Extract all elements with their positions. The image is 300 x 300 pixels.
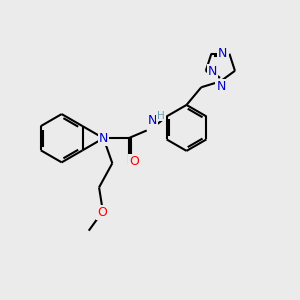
Text: N: N: [148, 114, 157, 127]
Text: N: N: [208, 65, 217, 78]
Text: N: N: [218, 46, 228, 60]
Text: O: O: [130, 155, 139, 168]
Text: N: N: [99, 132, 108, 145]
Text: H: H: [157, 110, 165, 121]
Text: N: N: [216, 80, 226, 94]
Text: O: O: [97, 206, 107, 219]
